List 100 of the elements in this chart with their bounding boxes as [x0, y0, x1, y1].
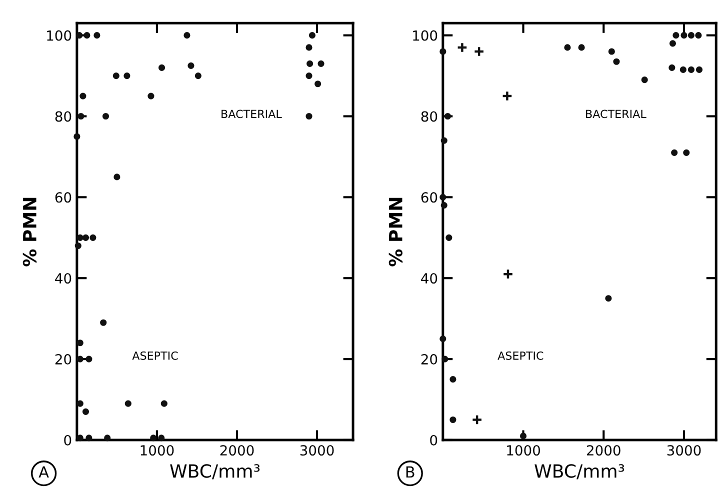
x-tick-label: 2000 — [220, 445, 254, 456]
point — [184, 32, 190, 39]
point — [446, 234, 452, 241]
point — [76, 234, 84, 241]
point — [680, 66, 686, 74]
point — [90, 234, 96, 241]
point — [444, 112, 452, 120]
point — [150, 434, 157, 442]
point — [124, 400, 132, 407]
point — [680, 32, 688, 39]
point — [76, 32, 83, 39]
point — [158, 434, 165, 442]
point — [440, 336, 446, 342]
point — [160, 400, 168, 407]
point — [683, 149, 690, 156]
point — [94, 32, 100, 39]
x-axis-title: WBC/mm³ — [170, 464, 260, 480]
point — [440, 194, 446, 200]
point — [608, 48, 615, 55]
text: A — [38, 466, 49, 478]
point — [440, 137, 448, 144]
point — [112, 72, 120, 80]
x-tick-label: 1000 — [507, 445, 540, 456]
point — [114, 174, 120, 180]
y-axis-title: % PMN — [22, 198, 37, 266]
point — [78, 112, 84, 120]
x-tick-label: 1000 — [140, 445, 174, 456]
point — [456, 42, 468, 53]
y-tick-label: 40 — [55, 273, 72, 284]
point — [688, 32, 695, 39]
point — [440, 48, 446, 55]
point — [672, 32, 680, 39]
y-tick-label: 40 — [421, 273, 438, 284]
point — [76, 356, 84, 362]
point — [80, 92, 86, 100]
point — [440, 202, 448, 209]
point — [671, 149, 678, 156]
point — [194, 72, 202, 80]
point — [696, 66, 703, 74]
point — [86, 356, 92, 362]
point — [102, 112, 110, 120]
point — [669, 40, 676, 47]
annotation: BACTERIAL — [586, 110, 646, 118]
point — [450, 376, 456, 383]
point — [104, 434, 111, 442]
point — [520, 432, 527, 440]
point — [502, 268, 514, 280]
point — [314, 80, 322, 88]
point — [148, 92, 154, 100]
point — [188, 62, 194, 69]
point — [308, 32, 316, 39]
point — [82, 408, 90, 415]
y-tick-label: 80 — [55, 111, 72, 122]
y-tick-label: 100 — [413, 30, 438, 41]
y-tick-label: 60 — [421, 192, 438, 203]
x-tick-label: 3000 — [667, 445, 701, 456]
y-tick-label: 80 — [421, 111, 438, 122]
point — [502, 90, 513, 102]
point — [306, 112, 312, 120]
x-tick-label: 3000 — [300, 445, 334, 456]
point — [306, 44, 312, 51]
point — [450, 416, 456, 424]
point — [306, 72, 312, 80]
point — [82, 234, 90, 241]
annotation: ASEPTIC — [132, 351, 178, 360]
point — [74, 242, 82, 250]
point — [442, 356, 448, 362]
point — [688, 66, 695, 74]
point — [86, 434, 92, 442]
y-tick-label: 20 — [421, 354, 438, 365]
point — [100, 319, 107, 326]
x-tick-label: 2000 — [586, 445, 620, 456]
point — [695, 32, 702, 39]
point — [474, 46, 485, 58]
point — [472, 414, 483, 426]
point — [613, 58, 620, 65]
point — [564, 44, 571, 51]
point — [605, 295, 612, 302]
annotation: ASEPTIC — [498, 351, 544, 360]
text: B — [406, 466, 414, 478]
point — [84, 32, 90, 39]
y-tick-label: 0 — [430, 434, 438, 446]
annotation: BACTERIAL — [222, 110, 282, 118]
point — [74, 133, 80, 140]
point — [318, 60, 324, 67]
y-axis-title: % PMN — [388, 198, 402, 266]
y-tick-label: 0 — [64, 434, 72, 446]
point — [668, 64, 676, 71]
y-tick-label: 20 — [55, 354, 72, 365]
point — [76, 340, 84, 346]
point — [76, 400, 84, 407]
point — [641, 76, 648, 84]
x-axis-title: WBC/mm³ — [534, 464, 624, 480]
y-tick-label: 60 — [55, 192, 72, 203]
point — [578, 44, 585, 51]
point — [76, 434, 84, 442]
point — [158, 64, 166, 71]
y-tick-label: 100 — [47, 30, 72, 41]
point — [124, 72, 130, 80]
point — [306, 60, 314, 67]
